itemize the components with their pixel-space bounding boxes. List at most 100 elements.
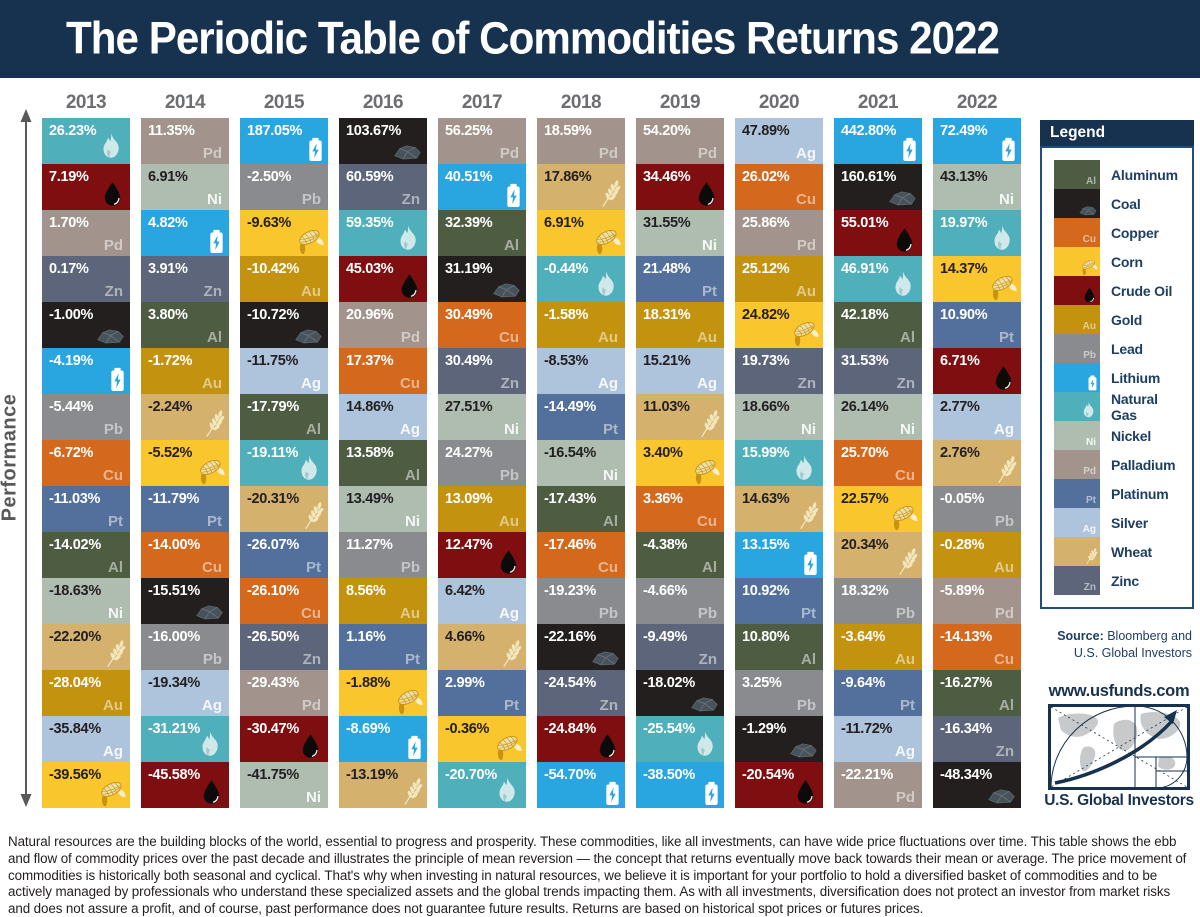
element-symbol: Ag <box>499 605 519 622</box>
return-value: -2.24% <box>148 399 193 415</box>
corn-icon <box>596 229 621 256</box>
return-value: -16.27% <box>940 675 992 691</box>
commodity-icon-holder <box>307 137 324 162</box>
return-cell: -8.53% Ag <box>537 348 625 394</box>
year-column-2022: 2022 72.49% 43.13% Ni 19.97% 14.37% 10.90% Pt 6.… <box>933 92 1021 808</box>
element-symbol: Al <box>306 421 321 438</box>
return-cell: 26.23% <box>42 118 130 164</box>
commodity-icon-holder <box>96 132 126 162</box>
element-symbol: Pb <box>1083 350 1096 361</box>
return-cell: 60.59% Zn <box>339 164 427 210</box>
return-cell: 103.67% <box>339 118 427 164</box>
element-symbol: Au <box>301 283 321 300</box>
return-value: 60.59% <box>346 169 394 185</box>
year-header: 2018 <box>560 92 602 113</box>
return-cell: 11.35% Pd <box>141 118 229 164</box>
return-cell: 31.53% Zn <box>834 348 922 394</box>
return-cell: 47.89% Ag <box>735 118 823 164</box>
element-symbol: Ag <box>1082 524 1096 535</box>
return-value: 30.49% <box>445 307 493 323</box>
legend-label: Crude Oil <box>1111 282 1173 299</box>
element-symbol: Cu <box>499 329 519 346</box>
return-value: 22.57% <box>841 491 889 507</box>
return-cell: 31.19% <box>438 256 526 302</box>
performance-axis: Performance <box>0 108 42 808</box>
return-cell: -1.58% Au <box>537 302 625 348</box>
flame-icon <box>103 132 119 158</box>
corn-icon <box>299 229 324 256</box>
return-value: -6.72% <box>49 445 94 461</box>
commodity-icon-holder <box>990 365 1017 392</box>
element-symbol: Pd <box>202 145 222 162</box>
element-symbol: Au <box>796 283 816 300</box>
commodity-icon-holder <box>986 273 1017 302</box>
return-value: 25.12% <box>742 261 790 277</box>
oil-drop-icon <box>203 780 220 804</box>
return-cell: -1.29% <box>735 716 823 762</box>
legend-label: Corn <box>1111 253 1143 270</box>
element-symbol: Pb <box>895 605 915 622</box>
element-symbol: Ni <box>702 237 717 254</box>
return-value: 11.03% <box>643 399 690 415</box>
return-value: 10.90% <box>940 307 988 323</box>
return-value: -5.52% <box>148 445 193 461</box>
return-cell: 11.03% <box>636 394 724 440</box>
return-cell: 12.47% <box>438 532 526 578</box>
battery-icon <box>804 551 817 575</box>
legend-label: Gold <box>1111 311 1143 328</box>
coal-icon <box>295 329 322 344</box>
return-cell: -16.27% Al <box>933 670 1021 716</box>
corn-icon <box>101 781 126 808</box>
return-cell: -11.72% Ag <box>834 716 922 762</box>
return-value: -2.50% <box>247 169 292 185</box>
element-symbol: Pd <box>301 697 321 714</box>
return-value: -24.54% <box>544 675 596 691</box>
return-cell: -0.44% <box>537 256 625 302</box>
element-symbol: Cu <box>598 559 618 576</box>
return-cell: -9.49% Zn <box>636 624 724 670</box>
wheat-icon <box>800 502 819 530</box>
return-value: -5.44% <box>49 399 94 415</box>
commodity-icon-holder <box>698 410 720 438</box>
return-value: -5.89% <box>940 583 985 599</box>
return-cell: 13.15% <box>735 532 823 578</box>
return-value: 4.82% <box>148 215 188 231</box>
return-cell: -20.54% <box>735 762 823 808</box>
element-symbol: Al <box>702 559 717 576</box>
element-symbol: Au <box>499 513 519 530</box>
return-value: 13.09% <box>445 491 493 507</box>
return-value: 15.99% <box>742 445 790 461</box>
return-value: -19.11% <box>247 445 299 461</box>
return-value: 8.56% <box>346 583 386 599</box>
return-cell: 18.59% Pd <box>537 118 625 164</box>
element-symbol: Zn <box>104 283 123 300</box>
element-symbol: Ag <box>895 743 915 760</box>
return-value: -26.50% <box>247 629 299 645</box>
return-value: 31.55% <box>643 215 691 231</box>
return-value: -11.72% <box>841 721 893 737</box>
battery-icon <box>309 137 322 161</box>
corn-icon <box>497 735 522 762</box>
return-value: 2.99% <box>445 675 485 691</box>
element-symbol: Pd <box>796 237 816 254</box>
us-global-investors-logo-icon <box>1044 704 1194 790</box>
element-symbol: Al <box>504 237 519 254</box>
legend-swatch: Pt <box>1054 479 1100 508</box>
wheat-icon <box>602 180 621 208</box>
corn-icon <box>893 505 918 532</box>
element-symbol: Au <box>697 329 717 346</box>
element-symbol: Pt <box>108 513 123 530</box>
return-value: 46.91% <box>841 261 889 277</box>
coal-icon <box>988 789 1015 804</box>
oil-drop-icon <box>1084 287 1095 303</box>
return-value: 15.21% <box>643 353 691 369</box>
legend-item-crude_oil: Crude Oil <box>1054 276 1186 305</box>
return-cell: -11.75% Ag <box>240 348 328 394</box>
wheat-icon <box>1086 548 1098 565</box>
element-symbol: Pb <box>697 605 717 622</box>
commodity-icon-holder <box>294 454 324 484</box>
return-cell: -3.64% Au <box>834 624 922 670</box>
oil-drop-icon <box>698 182 715 206</box>
return-cell: 13.49% Ni <box>339 486 427 532</box>
oil-drop-icon <box>302 734 319 758</box>
